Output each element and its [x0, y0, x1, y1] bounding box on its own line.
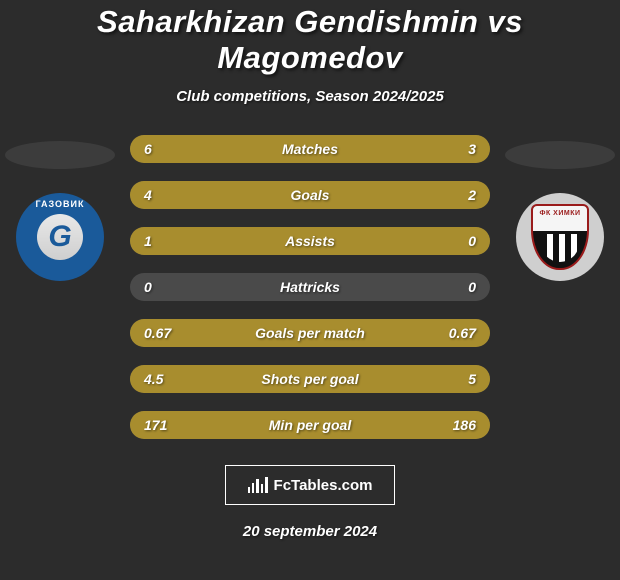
- stat-label: Min per goal: [130, 417, 490, 433]
- right-column: ФК ХИМКИ: [500, 135, 620, 281]
- page-subtitle: Club competitions, Season 2024/2025: [176, 88, 444, 105]
- footer-date: 20 september 2024: [243, 523, 377, 540]
- stat-label: Hattricks: [130, 279, 490, 295]
- stat-bar: 42Goals: [130, 181, 490, 209]
- right-badge-text: ФК ХИМКИ: [539, 210, 580, 217]
- stats-column: 63Matches 42Goals 10Assists 00Hattricks 0.67…: [120, 135, 500, 439]
- left-badge-text: ГАЗОВИК: [16, 199, 104, 209]
- main-row: ГАЗОВИК G 63Matches 42Goals 10Assists 00Hat…: [0, 135, 620, 439]
- right-badge-stripes: [541, 234, 579, 262]
- stat-bar: 00Hattricks: [130, 273, 490, 301]
- footer-brand-text: FcTables.com: [274, 477, 373, 494]
- comparison-infographic: Saharkhizan Gendishmin vs Magomedov Club…: [0, 0, 620, 580]
- right-shadow-ellipse: [505, 141, 615, 169]
- stat-label: Goals: [130, 187, 490, 203]
- left-column: ГАЗОВИК G: [0, 135, 120, 281]
- stat-label: Matches: [130, 141, 490, 157]
- stat-bar: 4.55Shots per goal: [130, 365, 490, 393]
- stat-label: Shots per goal: [130, 371, 490, 387]
- page-title: Saharkhizan Gendishmin vs Magomedov: [0, 4, 620, 76]
- stat-bar: 10Assists: [130, 227, 490, 255]
- stat-bar: 0.670.67Goals per match: [130, 319, 490, 347]
- chart-icon: [248, 477, 268, 493]
- left-badge-letter: G: [37, 214, 83, 260]
- stat-bar: 171186Min per goal: [130, 411, 490, 439]
- stat-label: Goals per match: [130, 325, 490, 341]
- right-badge-shield: ФК ХИМКИ: [531, 204, 589, 270]
- left-team-badge: ГАЗОВИК G: [16, 193, 104, 281]
- right-team-badge: ФК ХИМКИ: [516, 193, 604, 281]
- left-shadow-ellipse: [5, 141, 115, 169]
- footer-brand-box: FcTables.com: [225, 465, 395, 505]
- stat-bar: 63Matches: [130, 135, 490, 163]
- stat-label: Assists: [130, 233, 490, 249]
